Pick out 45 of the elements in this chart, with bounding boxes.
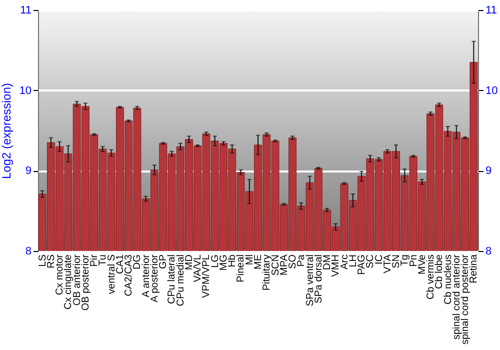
x-tick-label: Ml (244, 254, 256, 266)
x-tick-label: LS (37, 254, 48, 267)
x-tick-label: IC (374, 254, 385, 264)
x-tick-label: Cx cingulate (63, 254, 74, 310)
x-tick-label: A anterior (140, 254, 152, 298)
x-tick-label: Pa (296, 254, 308, 267)
x-tick-label: MPA (278, 254, 290, 276)
y-axis-title: Log2 (expression) (0, 82, 14, 180)
x-tick-label: Pituitary (262, 254, 273, 291)
x-tick-label: Arc (339, 254, 350, 270)
x-tick-label: SCN (270, 254, 282, 276)
x-tick-label: A posterior (149, 254, 160, 302)
y-tick-label: 8 (25, 246, 32, 258)
y-tick-label: 11 (20, 4, 32, 16)
x-tick-label: VMH (330, 254, 342, 277)
x-tick-label: Tu (98, 254, 109, 266)
x-tick-label: Retina (468, 254, 480, 284)
x-tick-label: Cb nucleus (442, 254, 454, 305)
x-tick-label: LH (348, 254, 359, 268)
x-tick-label: Tg (400, 254, 411, 266)
x-tick-label: ventral S (106, 254, 118, 294)
x-tick-label: Pn (408, 254, 420, 267)
x-tick-label: LG (210, 254, 221, 268)
x-tick-label: SPa dorsal (313, 254, 324, 304)
y2-tick-label: 11 (486, 4, 497, 16)
x-tick-label: CA1 (114, 254, 126, 274)
x-tick-label: Cb lobe (434, 254, 446, 289)
x-tick-label: spinal cord posterior (460, 254, 472, 345)
y2-tick-label: 10 (486, 84, 498, 97)
x-tick-label: ME (253, 254, 264, 270)
x-tick-label: spinal cord anterior (451, 254, 462, 340)
x-tick-label: DG (132, 254, 144, 270)
x-tick-label: CPu medial (175, 254, 186, 306)
x-tick-label: OB anterior (72, 254, 83, 306)
x-tick-label: OB posterior (80, 254, 92, 311)
x-tick-label: VTA (382, 254, 394, 274)
x-tick-label: MVe (416, 254, 428, 275)
x-tick-label: VPM/VPL (201, 254, 212, 298)
x-tick-label: RS (46, 254, 57, 268)
y2-tick-label: 8 (486, 246, 492, 258)
y-tick-label: 9 (25, 165, 32, 178)
x-tick-label: SC (365, 254, 376, 268)
x-tick-label: MG (218, 254, 230, 271)
y2-tick-label: 9 (486, 165, 492, 178)
y-tick-label: 10 (19, 84, 32, 97)
